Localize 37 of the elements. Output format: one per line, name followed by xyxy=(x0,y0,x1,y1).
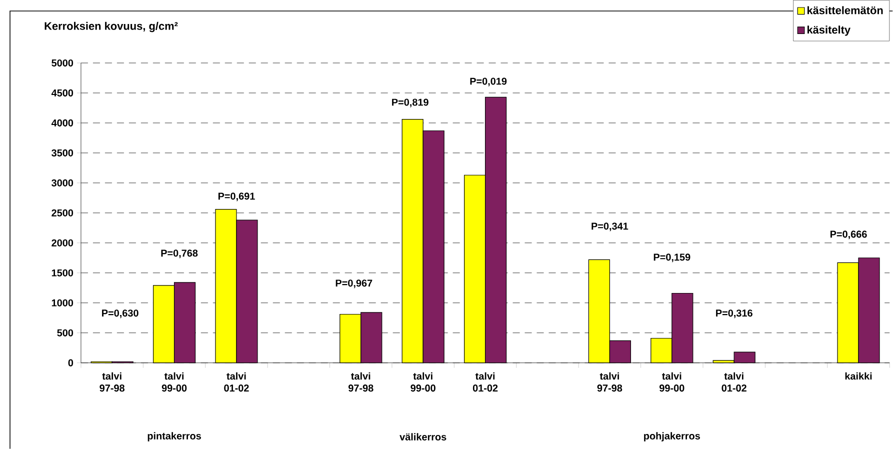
x-tick-label: talvi 97-98 xyxy=(597,372,622,392)
y-tick-label: 5000 xyxy=(52,59,74,66)
y-axis-title: Kerroksien kovuus, g/cm² xyxy=(44,22,178,32)
annotation: P=0,316 xyxy=(716,309,752,318)
y-tick-label: 2000 xyxy=(52,239,74,246)
annotation: P=0,341 xyxy=(592,222,628,232)
annotation: P=0,768 xyxy=(161,250,198,258)
x-tick-label: talvi 97-98 xyxy=(100,372,124,392)
legend-label: käsittelemätön xyxy=(807,6,883,14)
text: välikerros xyxy=(400,433,446,440)
x-tick-label: talvi 97-98 xyxy=(348,372,374,392)
x-tick-label: talvi 01-02 xyxy=(472,372,498,392)
annotation: P=0,691 xyxy=(218,192,255,202)
annotation: P=0,630 xyxy=(102,309,138,318)
legend-label: käsitelty xyxy=(807,26,850,36)
y-tick-label: 500 xyxy=(57,329,74,336)
text: pintakerros xyxy=(148,432,201,442)
x-tick-label: talvi 99-00 xyxy=(660,372,684,392)
annotation: P=0,967 xyxy=(336,280,372,288)
x-tick-label: talvi 01-02 xyxy=(722,372,746,392)
annotation: P=0,159 xyxy=(654,254,690,262)
annotation: P=0,019 xyxy=(470,78,507,86)
y-tick-label: 1000 xyxy=(52,299,74,306)
y-tick-label: 2500 xyxy=(52,209,74,216)
y-tick-label: 1500 xyxy=(52,269,74,276)
x-tick-label: talvi 99-00 xyxy=(410,372,436,392)
text: pohjakerros xyxy=(644,432,700,442)
y-tick-label: 3000 xyxy=(52,179,74,186)
y-tick-label: 0 xyxy=(68,359,74,366)
annotation: P=0,819 xyxy=(392,98,428,108)
y-tick-label: 4000 xyxy=(51,119,74,126)
x-tick-label: talvi 99-00 xyxy=(162,372,187,392)
y-tick-label: 4500 xyxy=(51,89,74,96)
x-tick-label: kaikki xyxy=(845,372,872,380)
annotation: P=0,666 xyxy=(830,230,867,240)
y-tick-label: 3500 xyxy=(52,149,74,156)
x-tick-label: talvi 01-02 xyxy=(224,372,249,392)
